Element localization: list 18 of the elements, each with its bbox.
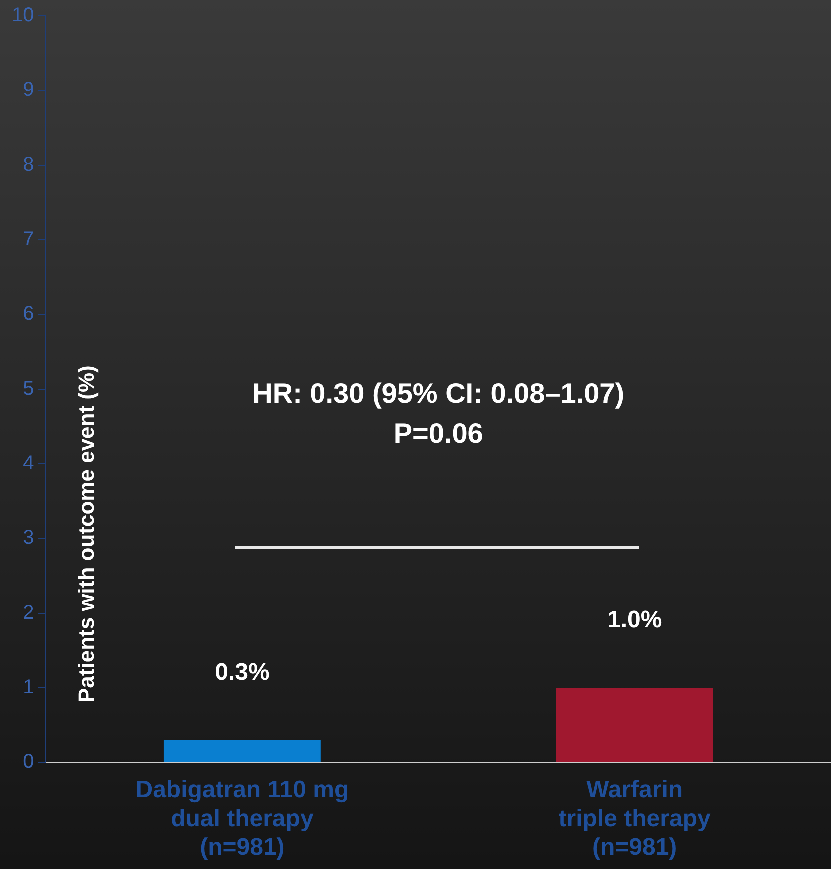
y-tick-label: 2 [23,602,34,624]
annotation: P=0.06 [392,417,484,452]
y-tick-label: 5 [23,378,34,400]
y-tick-label: 9 [23,79,34,102]
y-tick-label: 4 [23,452,34,474]
y-tick-label: 6 [23,303,34,326]
y-tick-label: 10 [12,4,34,27]
y-tick-label: 3 [23,527,34,550]
y-tick-label: 1 [23,676,34,698]
data-label: 1.0% [607,606,662,634]
annotation: HR: 0.30 (95% CI: 0.08–1.07) [252,377,626,412]
y-tick-label: 7 [23,228,34,250]
x-tick-label: Warfarin triple therapy (n=981) [558,776,712,862]
y-tick-label: 0 [23,751,34,774]
y-tick-label: 8 [23,154,34,176]
y-axis-title: Patients with outcome event (%) [74,365,100,703]
data-label: 0.3% [215,658,270,686]
x-tick-label: Dabigatran 110 mg dual therapy (n=981) [136,776,350,862]
